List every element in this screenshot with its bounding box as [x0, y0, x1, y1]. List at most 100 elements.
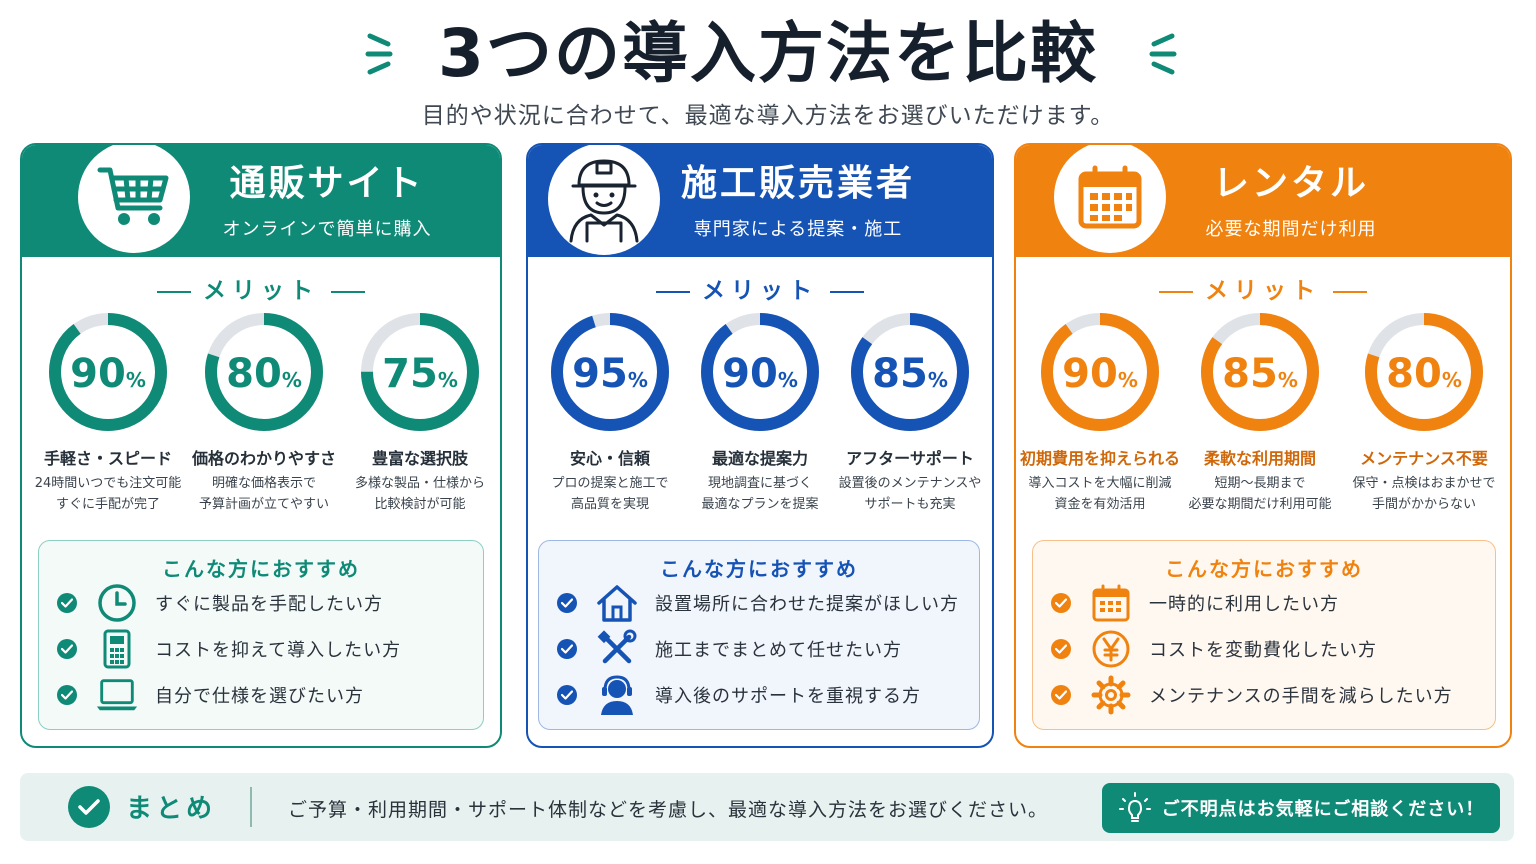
recommend-item: コストを抑えて導入したい方	[57, 629, 401, 669]
recommend-item: 導入後のサポートを重視する方	[557, 675, 921, 715]
recommend-item: 一時的に利用したい方	[1051, 583, 1339, 623]
recommend-box: こんな方におすすめ 設置場所に合わせた提案がほしい方 施工までまとめて任せたい方…	[538, 540, 980, 730]
merit-desc: 現地調査に基づく 最適なプランを提案	[701, 476, 819, 512]
card-rental: レンタル 必要な期間だけ利用 メリット 90% 初期費用を抑えられる 導入コスト…	[1014, 143, 1512, 748]
recommend-text: 設置場所に合わせた提案がほしい方	[655, 594, 959, 615]
ring-value: 85%	[872, 351, 948, 397]
merit-desc: 多様な製品・仕様から 比較検討が可能	[354, 476, 485, 512]
ring-progress-arc	[1365, 313, 1483, 431]
progress-ring: 75%	[361, 313, 479, 431]
calculator-icon	[95, 629, 139, 669]
house-icon	[595, 583, 639, 623]
ring-value: 75%	[382, 351, 458, 397]
check-icon	[57, 639, 77, 659]
recommend-item: 設置場所に合わせた提案がほしい方	[557, 583, 959, 623]
recommend-text: 導入後のサポートを重視する方	[655, 686, 921, 707]
contact-button[interactable]: ご不明点はお気軽にご相談ください！	[1102, 783, 1500, 833]
recommend-item: メンテナンスの手間を減らしたい方	[1051, 675, 1453, 715]
ring-value: 80%	[226, 351, 302, 397]
card-title: レンタル	[1212, 163, 1369, 204]
recommend-heading: こんな方におすすめ	[660, 557, 858, 581]
summary-label: まとめ	[126, 794, 217, 824]
merit-desc: 保守・点検はおまかせで 手間がかからない	[1352, 476, 1496, 512]
merit-item: 80% メンテナンス不要 保守・点検はおまかせで 手間がかからない	[1344, 309, 1504, 515]
card-contractor: 施工販売業者 専門家による提案・施工 メリット 95% 安心・信頼 プロの提案と…	[526, 143, 994, 748]
merit-item: 90% 初期費用を抑えられる 導入コストを大幅に削減 資金を有効活用	[1020, 309, 1180, 515]
check-icon	[557, 685, 577, 705]
merits: 95% 安心・信頼 プロの提案と施工で 高品質を実現 90% 最適な提案力 現地調…	[528, 309, 992, 512]
check-icon	[557, 639, 577, 659]
merit-desc: 24時間いつでも注文可能 すぐに手配が完了	[34, 476, 182, 512]
merit-title: アフターサポート	[846, 449, 974, 468]
merit-desc: 導入コストを大幅に削減 資金を有効活用	[1028, 476, 1172, 512]
recommend-text: すぐに製品を手配したい方	[155, 594, 383, 615]
card-subtitle: 専門家による提案・施工	[693, 219, 903, 240]
ring-progress-arc	[361, 313, 479, 431]
progress-ring: 95%	[551, 313, 669, 431]
ring-value: 85%	[1222, 351, 1298, 397]
lightbulb-icon	[1118, 792, 1151, 822]
check-icon	[1051, 685, 1071, 705]
contact-button-label: ご不明点はお気軽にご相談ください！	[1161, 799, 1485, 820]
recommend-text: 一時的に利用したい方	[1149, 594, 1339, 615]
recommend-text: コストを抑えて導入したい方	[155, 640, 402, 661]
merit-desc: プロの提案と施工で 高品質を実現	[551, 476, 669, 512]
progress-ring: 80%	[205, 313, 323, 431]
clock-icon	[95, 583, 139, 623]
merit-title: 安心・信頼	[569, 449, 650, 468]
merit-title: 初期費用を抑えられる	[1020, 449, 1181, 468]
page-title: 3つの導入方法を比較	[438, 15, 1098, 92]
support-headset-icon	[595, 675, 639, 715]
ring-value: 95%	[572, 351, 648, 397]
progress-ring: 90%	[701, 313, 819, 431]
merit-heading: メリット	[22, 271, 500, 305]
merits: 90% 手軽さ・スピード 24時間いつでも注文可能 すぐに手配が完了 80% 価格…	[22, 309, 500, 512]
ring-value: 90%	[1062, 351, 1138, 397]
check-icon	[57, 685, 77, 705]
merit-item: 90% 最適な提案力 現地調査に基づく 最適なプランを提案	[682, 309, 838, 515]
card-online-shop: 通販サイト オンラインで簡単に購入 メリット 90% 手軽さ・スピード 24時間…	[20, 143, 502, 748]
ring-progress-arc	[701, 313, 819, 431]
ring-progress-arc	[49, 313, 167, 431]
tools-icon	[595, 629, 639, 669]
page-header: 3つの導入方法を比較	[0, 8, 1536, 100]
ring-progress-arc	[851, 313, 969, 431]
card-title: 通販サイト	[229, 163, 425, 204]
check-icon	[557, 593, 577, 613]
merit-title: 手軽さ・スピード	[43, 449, 172, 468]
ring-value: 90%	[722, 351, 798, 397]
ring-progress-arc	[1041, 313, 1159, 431]
recommend-heading: こんな方におすすめ	[1165, 557, 1363, 581]
progress-ring: 85%	[851, 313, 969, 431]
card-subtitle: オンラインで簡単に購入	[222, 219, 432, 240]
recommend-text: コストを変動費化したい方	[1149, 640, 1377, 661]
recommend-item: コストを変動費化したい方	[1051, 629, 1377, 669]
merit-desc: 短期〜長期まで 必要な期間だけ利用可能	[1188, 476, 1332, 512]
summary-text: ご予算・利用期間・サポート体制などを考慮し、最適な導入方法をお選びください。	[288, 799, 1049, 821]
merit-title: 柔軟な利用期間	[1203, 449, 1316, 468]
progress-ring: 85%	[1201, 313, 1319, 431]
progress-ring: 90%	[1041, 313, 1159, 431]
recommend-text: 自分で仕様を選びたい方	[155, 686, 364, 707]
recommend-text: メンテナンスの手間を減らしたい方	[1149, 686, 1453, 707]
construction-worker-icon	[548, 145, 660, 255]
check-icon	[57, 593, 77, 613]
check-icon	[1051, 639, 1071, 659]
ring-progress-arc	[1201, 313, 1319, 431]
merit-item: 75% 豊富な選択肢 多様な製品・仕様から 比較検討が可能	[342, 309, 498, 515]
progress-ring: 90%	[49, 313, 167, 431]
recommend-box: こんな方におすすめ 一時的に利用したい方 コストを変動費化したい方 メンテナンス…	[1032, 540, 1496, 730]
check-circle-icon	[68, 786, 110, 828]
merit-desc: 明確な価格表示で 予算計画が立てやすい	[198, 476, 329, 512]
merit-desc: 設置後のメンテナンスや サポートも充実	[838, 476, 982, 512]
divider	[250, 787, 252, 827]
calendar-icon	[1089, 583, 1133, 623]
recommend-box: こんな方におすすめ すぐに製品を手配したい方 コストを抑えて導入したい方 自分で…	[38, 540, 484, 730]
merit-heading: メリット	[1016, 271, 1510, 305]
merit-title: メンテナンス不要	[1360, 449, 1488, 468]
merit-heading: メリット	[528, 271, 992, 305]
merit-item: 85% アフターサポート 設置後のメンテナンスや サポートも充実	[832, 309, 988, 515]
recommend-item: 施工までまとめて任せたい方	[557, 629, 902, 669]
merit-title: 価格のわかりやすさ	[191, 449, 336, 468]
merit-item: 95% 安心・信頼 プロの提案と施工で 高品質を実現	[532, 309, 688, 515]
